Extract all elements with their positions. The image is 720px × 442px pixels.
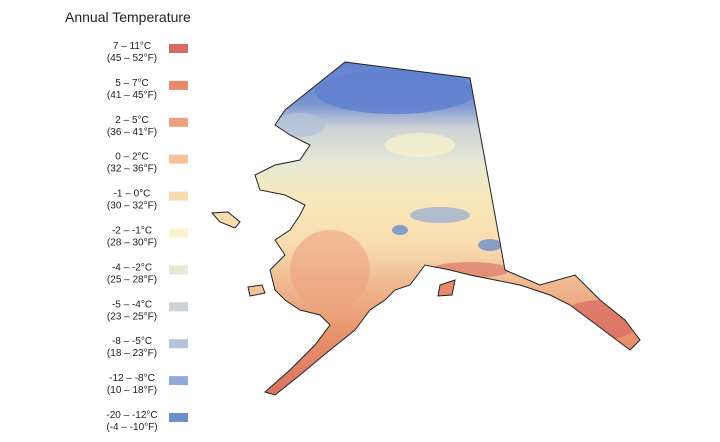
legend-swatch bbox=[169, 302, 188, 312]
legend-celsius: -4 – -2°C bbox=[112, 262, 152, 273]
legend-swatch bbox=[169, 80, 188, 90]
legend-celsius: -5 – -4°C bbox=[112, 299, 152, 310]
alaska bbox=[210, 61, 641, 396]
legend: 7 – 11°C(45 – 52°F) 5 – 7°C(41 – 45°F) 2 –… bbox=[106, 41, 188, 433]
legend-fahrenheit: (32 – 36°F) bbox=[107, 164, 157, 175]
legend-fahrenheit: (45 – 52°F) bbox=[107, 53, 157, 64]
legend-fahrenheit: (10 – 18°F) bbox=[107, 385, 157, 396]
legend-fahrenheit: (36 – 41°F) bbox=[107, 127, 157, 138]
legend-fahrenheit: (18 – 23°F) bbox=[107, 348, 157, 359]
legend-swatch bbox=[169, 339, 188, 349]
legend-swatch bbox=[169, 154, 188, 164]
island bbox=[247, 284, 266, 297]
legend-celsius: -8 – -5°C bbox=[112, 336, 152, 347]
legend-fahrenheit: (41 – 45°F) bbox=[107, 90, 157, 101]
legend-celsius: 7 – 11°C bbox=[113, 41, 151, 52]
legend-swatch bbox=[169, 265, 188, 275]
legend-swatch bbox=[169, 413, 188, 422]
legend-celsius: -2 – -1°C bbox=[112, 226, 152, 237]
legend-swatch bbox=[169, 191, 188, 201]
legend-celsius: 0 – 2°C bbox=[115, 152, 148, 163]
legend-swatch bbox=[169, 228, 188, 238]
legend-celsius: -12 – -8°C bbox=[109, 373, 155, 384]
legend-celsius: -1 – 0°C bbox=[114, 189, 151, 200]
legend-fahrenheit: (25 – 28°F) bbox=[107, 274, 157, 285]
legend-fahrenheit: (23 – 25°F) bbox=[107, 311, 157, 322]
legend-celsius: -20 – -12°C bbox=[106, 410, 157, 421]
legend-fahrenheit: (-4 – -10°F) bbox=[106, 422, 157, 433]
legend-celsius: 2 – 5°C bbox=[115, 115, 148, 126]
legend-swatch bbox=[169, 376, 188, 386]
legend-swatch bbox=[169, 44, 188, 53]
legend-celsius: 5 – 7°C bbox=[115, 78, 148, 89]
legend-fahrenheit: (28 – 30°F) bbox=[107, 238, 157, 249]
temperature-surface bbox=[255, 62, 640, 395]
legend-title: Annual Temperature bbox=[65, 9, 191, 25]
legend-swatch bbox=[169, 117, 188, 127]
legend-fahrenheit: (30 – 32°F) bbox=[107, 201, 157, 212]
island bbox=[437, 279, 456, 297]
island bbox=[210, 211, 241, 229]
